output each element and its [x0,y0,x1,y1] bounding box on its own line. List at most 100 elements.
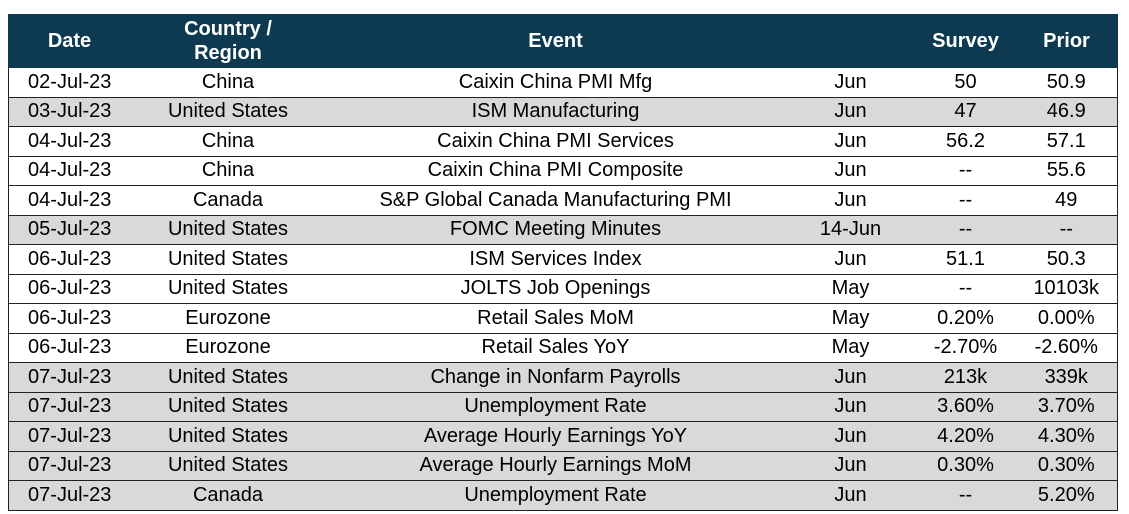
table-cell: Jun [785,96,916,127]
table-cell: May [785,303,916,334]
table-cell: Jun [785,155,916,186]
table-cell: Canada [130,480,326,511]
table-cell: Canada [130,185,326,216]
table-cell: United States [130,391,326,422]
table-cell: Jun [785,362,916,393]
table-cell: 0.30% [1015,450,1118,481]
table-cell: 05-Jul-23 [8,214,131,245]
table-cell: -- [915,214,1016,245]
table-cell: 56.2 [915,126,1016,157]
table-cell: 49 [1015,185,1118,216]
table-cell: -- [915,273,1016,304]
table-cell: 07-Jul-23 [8,391,131,422]
table-row: 07-Jul-23 United States Unemployment Rate J… [8,391,1118,422]
table-cell: China [130,126,326,157]
table-cell: Jun [785,391,916,422]
table-cell: Average Hourly Earnings YoY [325,421,786,452]
header-cell: Survey [915,14,1016,68]
table-cell: JOLTS Job Openings [325,273,786,304]
table-cell: 57.1 [1015,126,1118,157]
table-cell: 46.9 [1015,96,1118,127]
table-cell: Jun [785,480,916,511]
table-cell: ISM Manufacturing [325,96,786,127]
table-cell: Caixin China PMI Composite [325,155,786,186]
table-cell: May [785,273,916,304]
table-cell: 06-Jul-23 [8,303,131,334]
table-cell: Jun [785,185,916,216]
header-cell: Prior [1015,14,1118,68]
table-row: 04-Jul-23 Canada S&P Global Canada Manufac… [8,185,1118,216]
table-cell: 3.60% [915,391,1016,422]
table-row: 05-Jul-23 United States FOMC Meeting Minut… [8,214,1118,245]
table-cell: FOMC Meeting Minutes [325,214,786,245]
table-cell: China [130,67,326,98]
table-header: Date Country / Region Event Survey Prior [8,14,1118,68]
header-row: Date Country / Region Event Survey Prior [8,14,1118,68]
table-cell: 55.6 [1015,155,1118,186]
table-row: 07-Jul-23 United States Change in Nonfarm … [8,362,1118,393]
table-cell: Unemployment Rate [325,480,786,511]
table-cell: May [785,332,916,363]
table-cell: 4.30% [1015,421,1118,452]
table-cell: 339k [1015,362,1118,393]
table-cell: United States [130,214,326,245]
table-cell: 06-Jul-23 [8,332,131,363]
table-row: 07-Jul-23 Canada Unemployment Rate Jun -- 5.2… [8,480,1118,511]
table-cell: Jun [785,126,916,157]
table-cell: 07-Jul-23 [8,480,131,511]
table-cell: 4.20% [915,421,1016,452]
table-row: 02-Jul-23 China Caixin China PMI Mfg Jun 50 5… [8,67,1118,98]
table-cell: 10103k [1015,273,1118,304]
table-cell: 50 [915,67,1016,98]
table-cell: 0.30% [915,450,1016,481]
table-cell: S&P Global Canada Manufacturing PMI [325,185,786,216]
table-cell: 04-Jul-23 [8,155,131,186]
table-cell: Change in Nonfarm Payrolls [325,362,786,393]
table-cell: 07-Jul-23 [8,362,131,393]
table-cell: -2.60% [1015,332,1118,363]
table-cell: 04-Jul-23 [8,185,131,216]
table-cell: United States [130,96,326,127]
table-cell: 02-Jul-23 [8,67,131,98]
table-cell: 0.00% [1015,303,1118,334]
table-row: 04-Jul-23 China Caixin China PMI Composite… [8,155,1118,186]
table-cell: China [130,155,326,186]
table-cell: 03-Jul-23 [8,96,131,127]
table-cell: Retail Sales YoY [325,332,786,363]
table-cell: Jun [785,450,916,481]
table-cell: Caixin China PMI Services [325,126,786,157]
table-cell: United States [130,421,326,452]
table-cell: 50.3 [1015,244,1118,275]
table-cell: 07-Jul-23 [8,421,131,452]
table-cell: United States [130,450,326,481]
table-cell: -- [915,480,1016,511]
table-cell: 3.70% [1015,391,1118,422]
table-cell: Eurozone [130,303,326,334]
table-cell: Average Hourly Earnings MoM [325,450,786,481]
table-row: 06-Jul-23 United States JOLTS Job Openings… [8,273,1118,304]
table-cell: 07-Jul-23 [8,450,131,481]
table-row: 07-Jul-23 United States Average Hourly Ear… [8,450,1118,481]
table-cell: -- [915,185,1016,216]
table-cell: 213k [915,362,1016,393]
header-cell: Event [325,14,786,68]
table-cell: 04-Jul-23 [8,126,131,157]
table-row: 07-Jul-23 United States Average Hourly Ear… [8,421,1118,452]
header-cell: Date [8,14,131,68]
table-cell: Jun [785,244,916,275]
table-body: 02-Jul-23 China Caixin China PMI Mfg Jun 50 5… [8,67,1118,511]
table-cell: Unemployment Rate [325,391,786,422]
table-cell: 0.20% [915,303,1016,334]
header-cell [785,14,916,68]
header-cell: Country / Region [130,14,326,68]
table-cell: -- [1015,214,1118,245]
table-row: 06-Jul-23 Eurozone Retail Sales YoY May -2.7… [8,332,1118,363]
table-cell: 50.9 [1015,67,1118,98]
table-cell: United States [130,273,326,304]
calendar-table: Date Country / Region Event Survey Prior… [8,14,1118,511]
table-cell: 06-Jul-23 [8,273,131,304]
table-row: 06-Jul-23 Eurozone Retail Sales MoM May 0.20… [8,303,1118,334]
table-cell: -- [915,155,1016,186]
table-row: 04-Jul-23 China Caixin China PMI Services J… [8,126,1118,157]
